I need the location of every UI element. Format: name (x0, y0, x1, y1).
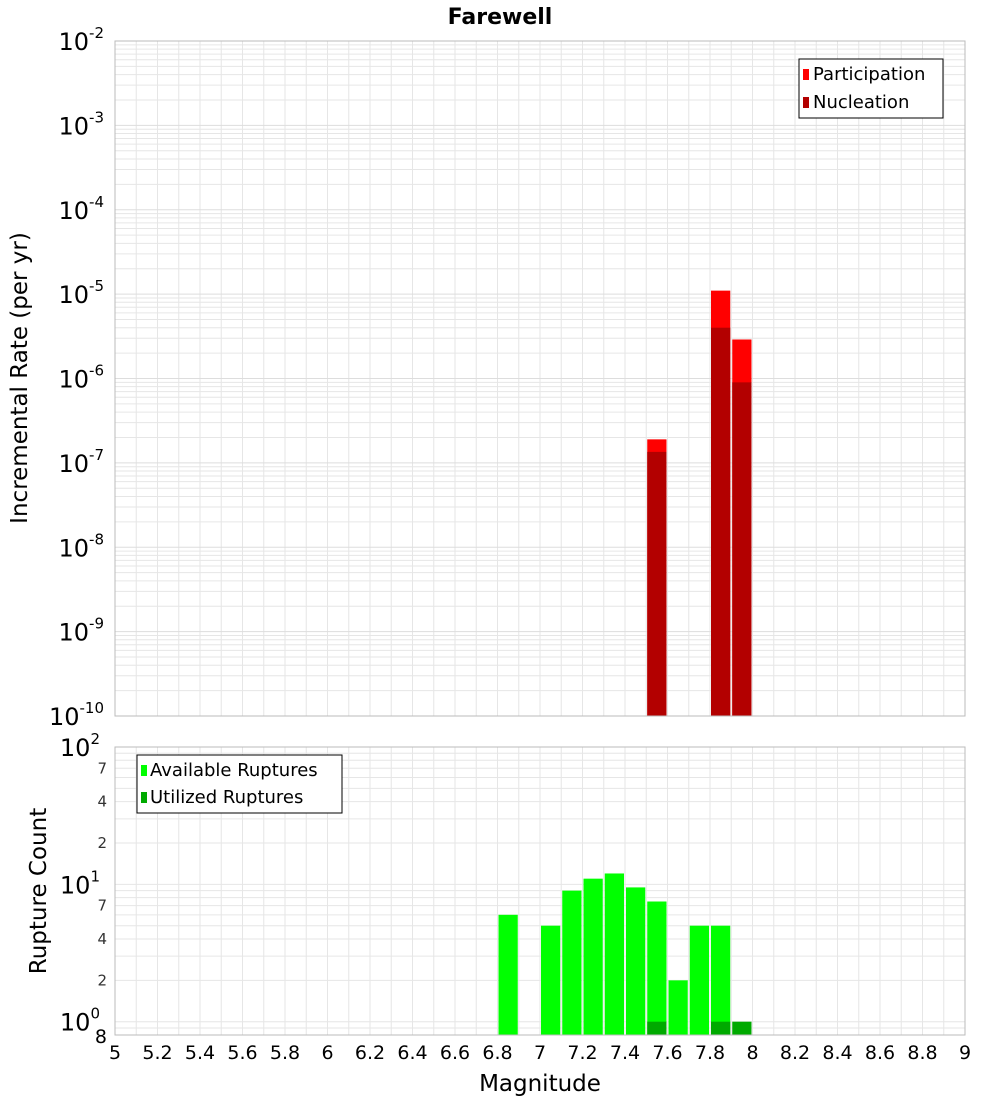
legend-swatch (141, 765, 147, 776)
available-ruptures-bar (498, 914, 518, 1035)
utilized-ruptures-bar (711, 1021, 731, 1035)
chart-title: Farewell (448, 5, 553, 30)
count-y-ticks: 102 101 100 7 4 2 7 4 2 8 (60, 730, 107, 1048)
x-tick-label: 8.6 (865, 1042, 895, 1064)
rate-legend: Participation Nucleation (798, 58, 944, 119)
x-tick-label: 5 (109, 1042, 121, 1064)
count-y-axis-label: Rupture Count (26, 808, 52, 974)
x-tick-label: 9 (959, 1042, 971, 1064)
available-ruptures-bar (711, 925, 731, 1035)
nucleation-bar (732, 382, 752, 716)
legend-swatch (141, 792, 147, 803)
rate-panel: 10-2 10-3 10-4 10-5 10-6 10-7 10-8 10-9 10-10 In… (7, 24, 966, 731)
y-tick-label: 10-8 (58, 530, 104, 562)
x-tick-label: 6.6 (440, 1042, 470, 1064)
available-ruptures-bar (604, 873, 624, 1035)
available-ruptures-bar (668, 980, 688, 1035)
legend-label: Nucleation (813, 92, 909, 113)
x-tick-label: 5.8 (270, 1042, 300, 1064)
available-ruptures-bar (562, 890, 582, 1035)
legend-box (136, 754, 343, 814)
y-minor-tick-label: 4 (97, 793, 107, 811)
x-axis-label: Magnitude (479, 1071, 601, 1097)
y-tick-label: 10-10 (49, 699, 104, 731)
x-tick-label: 8.4 (822, 1042, 852, 1064)
available-ruptures-bar (689, 925, 709, 1035)
x-tick-label: 7 (534, 1042, 546, 1064)
utilized-ruptures-bar (732, 1021, 752, 1035)
y-minor-tick-label: 7 (97, 759, 107, 777)
rate-y-ticks: 10-2 10-3 10-4 10-5 10-6 10-7 10-8 10-9 10-10 (49, 24, 104, 731)
rate-bars (647, 290, 752, 716)
x-tick-label: 6.4 (397, 1042, 427, 1064)
y-tick-label: 10-5 (58, 277, 104, 309)
legend-label: Utilized Ruptures (150, 787, 303, 808)
y-minor-tick-label: 7 (97, 897, 107, 915)
rate-y-axis-label: Incremental Rate (per yr) (7, 232, 33, 524)
x-tick-label: 5.2 (142, 1042, 172, 1064)
available-ruptures-bar (541, 925, 561, 1035)
available-ruptures-bar (626, 887, 646, 1035)
count-bars (498, 873, 752, 1035)
y-minor-tick-label: 4 (97, 930, 107, 948)
legend-label: Available Ruptures (150, 760, 318, 781)
count-plot-frame (114, 746, 966, 1036)
available-ruptures-bar (583, 878, 603, 1035)
x-tick-label: 7.8 (695, 1042, 725, 1064)
x-tick-label: 8 (746, 1042, 758, 1064)
y-tick-label: 102 (60, 730, 100, 762)
rate-grid (114, 41, 966, 717)
legend-swatch (803, 69, 809, 80)
y-tick-label: 100 (60, 1005, 100, 1037)
legend-swatch (803, 97, 809, 108)
x-tick-label: 6.2 (355, 1042, 385, 1064)
x-tick-label: 8.8 (907, 1042, 937, 1064)
nucleation-bar (711, 327, 731, 716)
y-tick-label: 10-3 (58, 108, 104, 140)
legend-box (798, 58, 944, 119)
y-tick-label: 101 (60, 867, 100, 899)
utilized-ruptures-bar (647, 1021, 667, 1035)
count-panel: 102 101 100 7 4 2 7 4 2 8 5 5.2 5.4 5.6 5.8 6 6.2 6.4 6.6… (26, 730, 971, 1097)
y-tick-label: 10-7 (58, 446, 104, 478)
x-tick-label: 8.2 (780, 1042, 810, 1064)
x-tick-label: 5.4 (185, 1042, 215, 1064)
x-tick-label: 6.8 (482, 1042, 512, 1064)
x-tick-labels: 5 5.2 5.4 5.6 5.8 6 6.2 6.4 6.6 6.8 7 7.2 7.4 7.6 7.8 8… (109, 1042, 971, 1064)
x-tick-label: 7.6 (652, 1042, 682, 1064)
y-tick-label: 10-2 (58, 24, 104, 56)
x-tick-label: 5.6 (227, 1042, 257, 1064)
available-ruptures-bar (647, 901, 667, 1035)
y-minor-tick-label: 2 (97, 971, 107, 989)
x-tick-label: 7.2 (567, 1042, 597, 1064)
legend-label: Participation (813, 64, 925, 85)
nucleation-bar (647, 451, 667, 716)
rate-plot-frame (114, 40, 966, 717)
y-minor-tick-label: 8 (95, 1026, 107, 1048)
x-tick-label: 6 (321, 1042, 333, 1064)
y-tick-label: 10-9 (58, 615, 104, 647)
y-tick-label: 10-4 (58, 193, 104, 225)
count-legend: Available Ruptures Utilized Ruptures (136, 754, 343, 814)
y-tick-label: 10-6 (58, 362, 104, 394)
y-minor-tick-label: 2 (97, 834, 107, 852)
x-tick-label: 7.4 (610, 1042, 640, 1064)
